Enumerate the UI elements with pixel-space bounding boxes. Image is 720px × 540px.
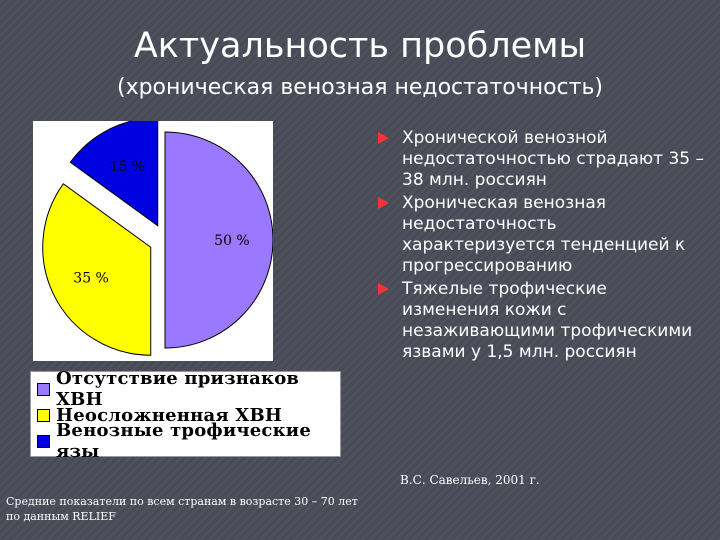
page-title: Актуальность проблемы [133,26,587,66]
legend-label: Отсутствие признаков ХВН [56,368,300,410]
legend-item: Неосложненная ХВН [37,402,340,428]
pie-slice [69,121,159,227]
footnote-line: Средние показатели по всем странам в воз… [6,495,358,508]
bullet-list: Хронической венозной недостаточностью ст… [378,128,708,363]
bullet-item: Тяжелые трофические изменения кожи с нез… [378,279,708,363]
bullet-arrow-icon [378,197,389,209]
page-subtitle: (хроническая венозная недостаточность) [116,75,604,100]
pie-data-label: 50 % [214,233,250,249]
bullet-text: Хронической венозной недостаточностью ст… [402,128,705,190]
pie-slice [164,131,273,349]
bullet-item: Хронической венозной недостаточностью ст… [378,128,708,191]
pie-data-label: 35 % [73,271,109,287]
bullet-item: Хроническая венозная недостаточность хар… [378,193,708,277]
pie-chart: 50 % 35 % 15 % [33,121,273,361]
legend-item: Отсутствие признаков ХВН [37,368,340,410]
bullet-text: Хроническая венозная недостаточность хар… [402,193,686,276]
legend-label: Неосложненная ХВН [56,404,283,426]
source-citation: В.С. Савельев, 2001 г. [400,473,540,487]
footnote-line: по данным RELIEF [6,510,116,523]
pie-data-label: 15 % [110,159,146,175]
footnote: Средние показатели по всем странам в воз… [6,494,358,524]
legend-swatch [37,434,50,448]
legend-swatch [37,408,50,422]
pie-slice [42,183,152,356]
pie-chart-svg: 50 % 35 % 15 % [42,121,273,356]
legend-label: Венозные трофические язы [56,420,311,462]
legend-swatch [37,382,50,396]
bullet-text: Тяжелые трофические изменения кожи с нез… [402,279,693,362]
bullet-arrow-icon [378,283,389,295]
chart-legend: Отсутствие признаков ХВН Неосложненная Х… [30,368,341,462]
bullet-arrow-icon [378,132,389,144]
legend-item: Венозные трофические язы [37,420,340,462]
